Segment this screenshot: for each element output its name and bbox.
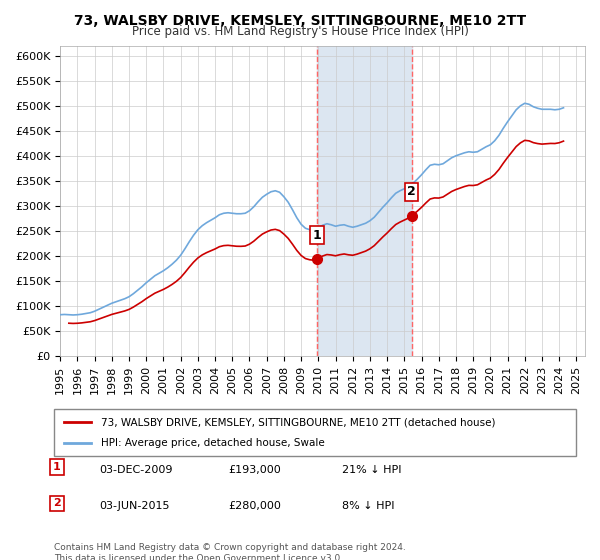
Text: 03-DEC-2009: 03-DEC-2009 <box>99 465 173 475</box>
Text: Price paid vs. HM Land Registry's House Price Index (HPI): Price paid vs. HM Land Registry's House … <box>131 25 469 38</box>
Text: 73, WALSBY DRIVE, KEMSLEY, SITTINGBOURNE, ME10 2TT: 73, WALSBY DRIVE, KEMSLEY, SITTINGBOURNE… <box>74 14 526 28</box>
Text: 03-JUN-2015: 03-JUN-2015 <box>99 501 170 511</box>
Text: 73, WALSBY DRIVE, KEMSLEY, SITTINGBOURNE, ME10 2TT (detached house): 73, WALSBY DRIVE, KEMSLEY, SITTINGBOURNE… <box>101 417 496 427</box>
Text: 2: 2 <box>53 498 61 508</box>
Text: 8% ↓ HPI: 8% ↓ HPI <box>342 501 395 511</box>
Text: Contains HM Land Registry data © Crown copyright and database right 2024.
This d: Contains HM Land Registry data © Crown c… <box>54 543 406 560</box>
Text: £193,000: £193,000 <box>228 465 281 475</box>
Bar <box>317 46 412 356</box>
Text: HPI: Average price, detached house, Swale: HPI: Average price, detached house, Swal… <box>101 438 325 448</box>
Text: 1: 1 <box>313 228 322 242</box>
Text: 2: 2 <box>407 185 416 198</box>
Text: 1: 1 <box>53 462 61 472</box>
FancyBboxPatch shape <box>54 409 576 456</box>
Text: £280,000: £280,000 <box>228 501 281 511</box>
Text: 21% ↓ HPI: 21% ↓ HPI <box>342 465 401 475</box>
